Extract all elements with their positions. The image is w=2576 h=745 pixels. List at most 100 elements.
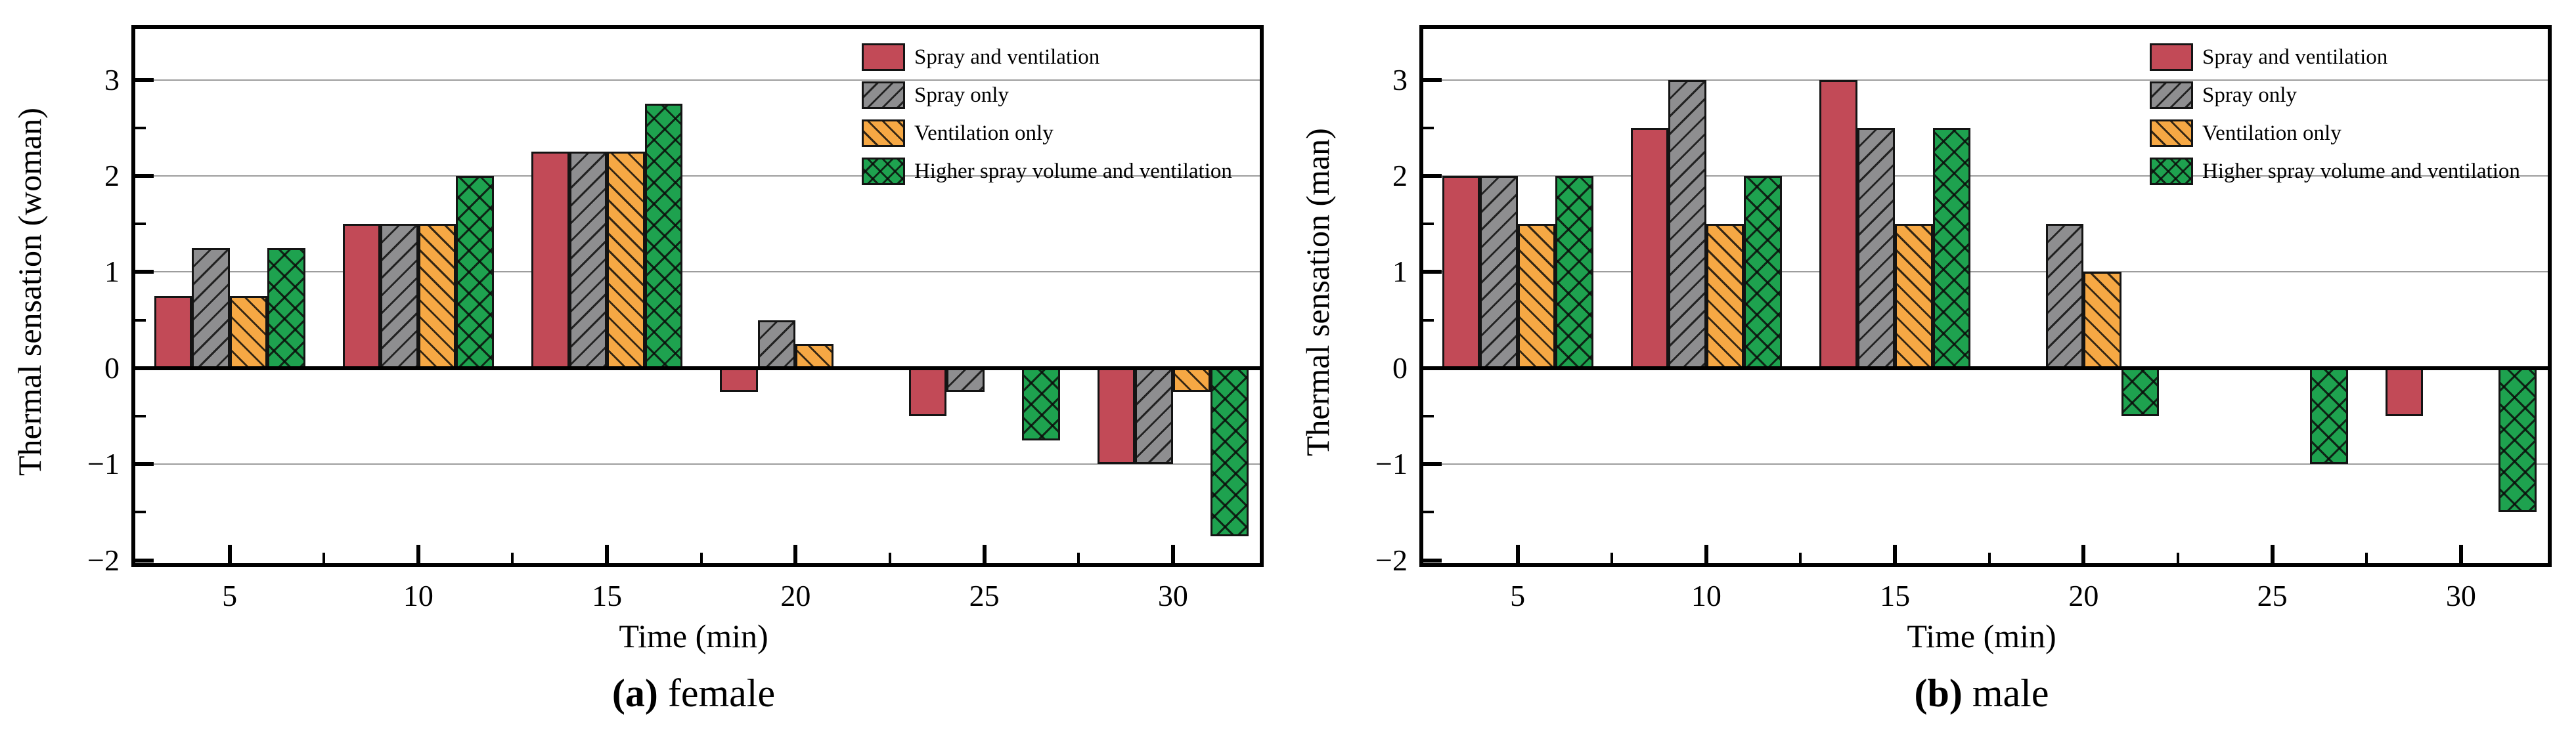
gridline-y3	[1423, 79, 2548, 81]
x-tick-label-25: 25	[969, 579, 1000, 612]
bar-series4-t10	[1744, 175, 1782, 368]
bar-series1-t30	[2385, 368, 2424, 416]
bar-series4-t25	[1022, 368, 1060, 440]
bar-series3-t5	[229, 296, 268, 368]
x-tick-label-25: 25	[2257, 579, 2288, 612]
bar-series2-t15	[569, 152, 608, 368]
bar-series1-t30	[1097, 368, 1136, 465]
y-minor-tick	[135, 511, 146, 514]
legend-swatch-none-icon	[2150, 43, 2193, 71]
legend-swatch-none-icon	[862, 43, 905, 71]
bar-series2-t30	[1135, 368, 1173, 465]
panel-male: Thermal sensation (man) −2 −1 0 1 2 3 5 10 15 20 2…	[1288, 0, 2576, 745]
bar-series4-t15	[1932, 127, 1970, 368]
x-tick-label-10: 10	[403, 579, 433, 612]
x-tick-label-15: 15	[592, 579, 623, 612]
bar-series2-t5	[192, 247, 230, 368]
x-major-tick-15	[605, 545, 610, 563]
y-minor-tick	[1423, 415, 1434, 417]
gridline-y-1	[135, 463, 1260, 465]
y-tick-label-2: 2	[1392, 158, 1408, 192]
legend-item-1: Spray and ventilation	[862, 38, 1232, 76]
x-minor-tick	[1799, 553, 1802, 563]
caption-label-a: (a)	[611, 671, 658, 715]
legend-item-2: Spray only	[862, 76, 1232, 114]
legend-label-2: Spray only	[2202, 83, 2297, 107]
x-tick-label-20: 20	[780, 579, 811, 612]
x-tick-label-5: 5	[222, 579, 238, 612]
x-major-tick-10	[1704, 545, 1708, 563]
x-major-tick-10	[416, 545, 420, 563]
bar-series3-t10	[1706, 224, 1744, 368]
bar-series1-t5	[1442, 175, 1480, 368]
legend-swatch-backslash-icon	[862, 119, 905, 147]
caption-male: (b) male	[1419, 671, 2544, 716]
x-minor-tick	[700, 553, 703, 563]
x-minor-tick	[511, 553, 514, 563]
legend: Spray and ventilation Spray only Ventilati…	[862, 38, 1232, 190]
y-tick-label--2: −2	[87, 543, 120, 577]
y-tick-label-2: 2	[104, 158, 120, 192]
bar-series3-t10	[418, 224, 456, 368]
gridline-y-1	[1423, 463, 2548, 465]
legend-label-3: Ventilation only	[914, 121, 1054, 145]
y-major-tick--1	[135, 462, 154, 467]
bar-series2-t20	[757, 320, 796, 368]
y-major-tick--2	[135, 558, 154, 563]
y-tick-label--1: −1	[87, 447, 120, 481]
x-major-tick-5	[227, 545, 232, 563]
bar-series3-t20	[2083, 272, 2121, 368]
bar-series4-t30	[2498, 368, 2537, 513]
legend-swatch-slash-icon	[2150, 81, 2193, 109]
legend-label-2: Spray only	[914, 83, 1009, 107]
plot-area-male: −2 −1 0 1 2 3 5 10 15 20 25 30 Spray and ventilation…	[1375, 25, 2552, 612]
y-minor-tick	[135, 223, 146, 226]
x-major-tick-25	[2270, 545, 2275, 563]
bar-series1-t15	[1819, 79, 1857, 368]
bar-series2-t20	[2045, 224, 2084, 368]
x-tick-label-15: 15	[1880, 579, 1911, 612]
x-minor-tick	[1077, 553, 1080, 563]
y-tick-label-0: 0	[104, 351, 120, 385]
y-axis-label-male: Thermal sensation (man)	[1299, 128, 1336, 456]
y-tick-label--2: −2	[1375, 543, 1408, 577]
y-tick-label-0: 0	[1392, 351, 1408, 385]
y-major-tick-3	[1423, 77, 1442, 82]
y-tick-label--1: −1	[1375, 447, 1408, 481]
y-major-tick-0	[1423, 366, 1442, 370]
y-major-tick-1	[1423, 270, 1442, 274]
legend-item-2: Spray only	[2150, 76, 2520, 114]
legend-item-4: Higher spray volume and ventilation	[2150, 152, 2520, 190]
gridline-y2	[1423, 175, 2548, 177]
bar-series3-t15	[1895, 224, 1933, 368]
x-minor-tick	[1988, 553, 1991, 563]
y-major-tick-1	[135, 270, 154, 274]
legend-swatch-backslash-icon	[2150, 119, 2193, 147]
legend-item-3: Ventilation only	[862, 114, 1232, 152]
bar-series4-t20	[2121, 368, 2160, 416]
bar-series4-t25	[2310, 368, 2348, 465]
caption-label-b: (b)	[1914, 671, 1963, 715]
y-axis-label-female: Thermal sensation (woman)	[11, 108, 48, 477]
legend-swatch-cross-icon	[862, 158, 905, 185]
bar-series4-t15	[644, 104, 682, 368]
caption-text-male: male	[1962, 671, 2049, 715]
y-minor-tick	[1423, 126, 1434, 129]
x-tick-label-5: 5	[1510, 579, 1526, 612]
bar-series1-t5	[154, 296, 192, 368]
y-tick-label-3: 3	[104, 62, 120, 96]
bar-series4-t10	[456, 175, 494, 368]
x-major-tick-30	[1170, 545, 1175, 563]
bar-series1-t20	[720, 368, 758, 393]
y-tick-label-3: 3	[1392, 62, 1408, 96]
bar-series3-t20	[795, 344, 833, 368]
y-minor-tick	[135, 415, 146, 417]
legend-label-1: Spray and ventilation	[2202, 45, 2388, 69]
caption-female: (a) female	[131, 671, 1256, 716]
caption-text-female: female	[657, 671, 776, 715]
legend: Spray and ventilation Spray only Ventilati…	[2150, 38, 2520, 190]
bar-series3-t5	[1517, 224, 1556, 368]
x-major-tick-15	[1893, 545, 1898, 563]
bar-series4-t5	[1555, 175, 1593, 368]
x-minor-tick	[322, 553, 326, 563]
